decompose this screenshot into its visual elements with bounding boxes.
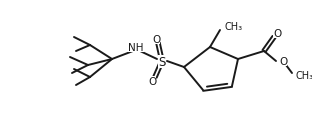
Text: O: O [148, 76, 156, 86]
Text: S: S [158, 55, 166, 68]
Text: O: O [279, 56, 287, 66]
Text: O: O [152, 35, 160, 45]
Text: O: O [273, 29, 281, 39]
Text: NH: NH [128, 43, 144, 53]
Text: CH₃: CH₃ [224, 22, 242, 32]
Text: CH₃: CH₃ [296, 70, 312, 80]
